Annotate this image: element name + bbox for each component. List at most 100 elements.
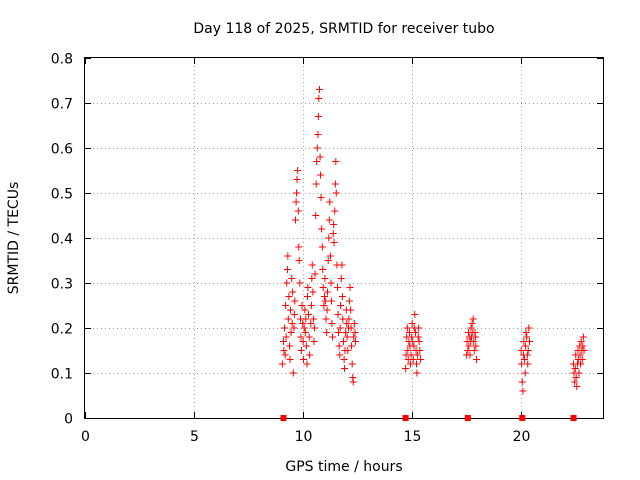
data-point <box>415 338 423 345</box>
data-point <box>409 356 417 363</box>
data-point <box>307 320 315 327</box>
baseline-marker <box>570 415 577 421</box>
data-point <box>349 378 357 386</box>
data-point <box>302 342 310 350</box>
data-point <box>285 293 293 300</box>
data-point <box>300 356 308 363</box>
data-point <box>336 351 344 359</box>
data-point <box>308 261 316 269</box>
y-tick-label: 0.3 <box>51 277 73 293</box>
data-point <box>522 329 530 336</box>
data-point <box>328 320 336 327</box>
baseline-marker <box>464 415 471 421</box>
data-point <box>332 158 340 165</box>
data-point <box>517 347 525 354</box>
data-point <box>338 261 346 269</box>
data-point <box>348 360 356 368</box>
data-point <box>291 297 299 305</box>
data-point <box>344 347 352 354</box>
data-point <box>281 351 289 359</box>
data-point <box>523 351 531 359</box>
data-point <box>308 275 316 282</box>
data-point <box>351 338 359 345</box>
data-point <box>315 95 323 102</box>
data-point <box>406 360 414 368</box>
data-point <box>288 320 296 327</box>
x-tick-labels: 0 5 10 15 20 <box>81 429 530 445</box>
data-point <box>302 315 310 323</box>
data-point <box>334 311 342 318</box>
data-point <box>410 342 418 350</box>
data-point <box>326 198 334 206</box>
data-point <box>319 266 327 273</box>
data-point <box>321 275 329 282</box>
y-tick-label: 0.1 <box>51 367 73 383</box>
data-point <box>472 356 480 363</box>
data-point <box>468 320 476 327</box>
data-point <box>283 266 291 273</box>
data-point <box>282 333 290 341</box>
data-point <box>341 365 349 372</box>
y-tick-labels: 0 0.1 0.2 0.3 0.4 0.5 0.6 0.7 0.8 <box>51 52 73 428</box>
data-point <box>332 189 340 197</box>
data-point <box>305 333 313 341</box>
data-point <box>350 333 358 341</box>
data-point <box>323 306 331 314</box>
data-point <box>411 329 419 336</box>
data-point <box>330 221 338 228</box>
data-point <box>320 293 328 300</box>
data-point <box>290 311 298 318</box>
data-point <box>286 356 294 363</box>
data-point <box>289 288 297 296</box>
data-point <box>404 347 412 354</box>
data-point <box>282 302 290 309</box>
data-point <box>314 113 322 120</box>
data-point <box>465 342 473 350</box>
data-point <box>316 153 324 161</box>
data-point <box>317 194 325 201</box>
data-point <box>305 311 313 318</box>
data-point <box>315 86 323 93</box>
baseline-marker <box>280 415 287 421</box>
y-tick-label: 0.6 <box>51 142 73 158</box>
data-point <box>304 284 312 291</box>
x-tick-label: 10 <box>295 429 313 445</box>
data-point <box>279 338 287 345</box>
data-point <box>571 378 579 386</box>
data-point <box>524 347 532 354</box>
data-point <box>295 243 303 251</box>
data-point <box>300 324 308 332</box>
data-point <box>339 338 347 345</box>
axis-ticks <box>85 58 603 419</box>
data-point <box>406 329 414 336</box>
data-point <box>307 302 315 309</box>
data-point <box>310 324 318 332</box>
data-point <box>470 347 478 354</box>
data-point <box>310 315 318 323</box>
data-point <box>407 351 415 359</box>
data-point <box>288 275 296 282</box>
data-point <box>345 297 353 305</box>
data-point <box>326 252 334 260</box>
data-point <box>283 279 291 287</box>
data-point <box>471 333 479 341</box>
data-point <box>347 306 355 314</box>
data-point <box>578 356 586 363</box>
data-point <box>411 311 419 318</box>
data-point <box>294 207 302 215</box>
data-point <box>322 315 330 323</box>
data-point <box>281 324 289 332</box>
data-point <box>294 167 302 174</box>
data-point <box>340 356 348 363</box>
data-point <box>408 320 416 327</box>
data-point <box>467 324 475 332</box>
y-tick-label: 0.5 <box>51 187 73 203</box>
data-point <box>579 333 587 341</box>
data-point <box>337 302 345 309</box>
data-point <box>284 252 292 260</box>
data-point <box>334 329 342 336</box>
data-point <box>280 347 288 354</box>
data-point <box>331 207 339 215</box>
y-tick-label: 0.7 <box>51 97 73 113</box>
